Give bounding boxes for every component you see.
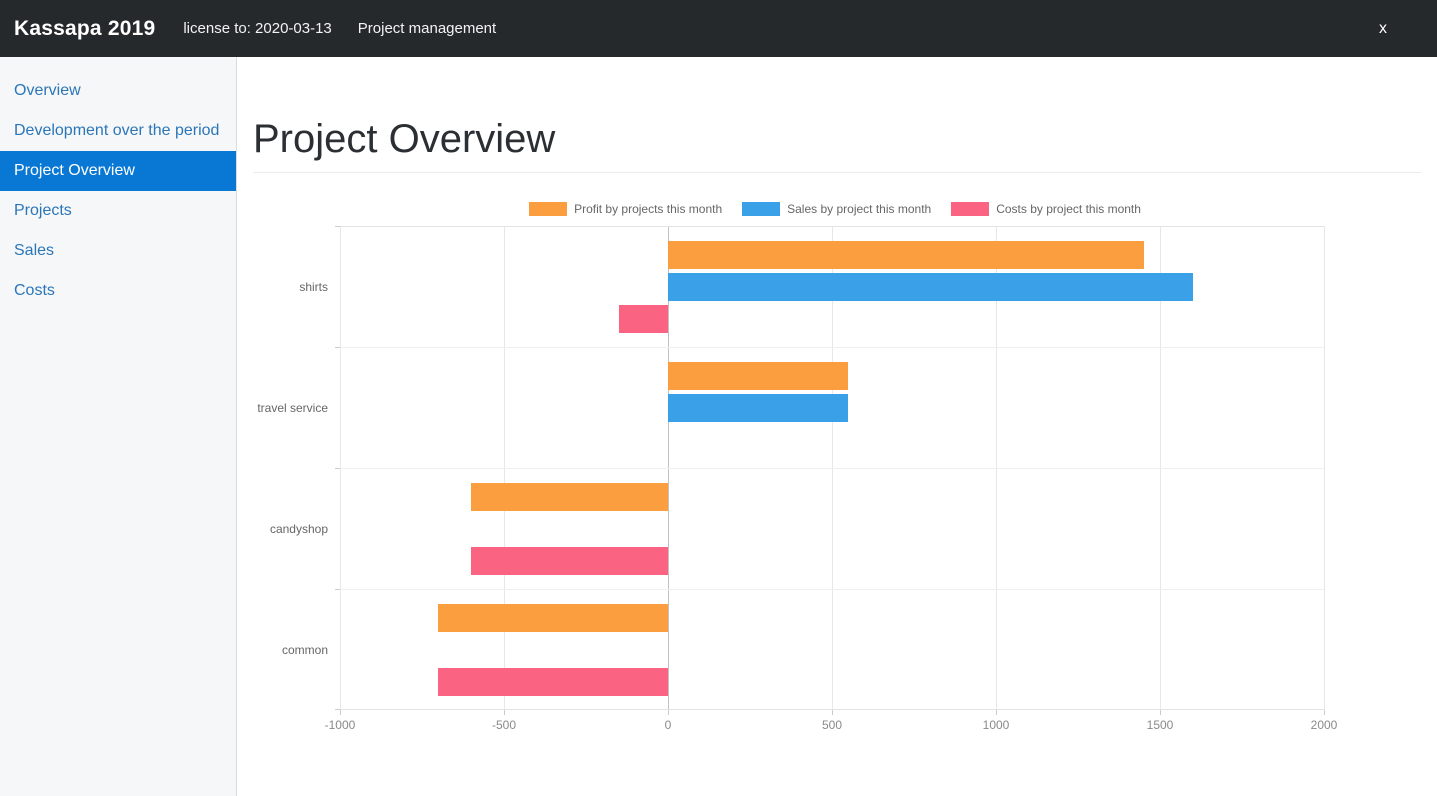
sidebar-item-project-overview[interactable]: Project Overview <box>0 151 236 191</box>
category-label: shirts <box>299 280 328 294</box>
x-axis-tick <box>504 710 505 715</box>
row-separator <box>340 347 1324 348</box>
legend-label: Profit by projects this month <box>574 202 723 216</box>
y-axis-tick <box>335 347 340 348</box>
bar-candyshop-profit[interactable] <box>471 483 668 511</box>
legend-label: Costs by project this month <box>996 202 1141 216</box>
sidebar: Overview Development over the period Pro… <box>0 57 237 796</box>
y-axis-tick <box>335 709 340 710</box>
bar-candyshop-costs[interactable] <box>471 547 668 575</box>
x-axis-tick <box>996 710 997 715</box>
row-separator <box>340 468 1324 469</box>
x-axis-label: 1500 <box>1146 718 1174 732</box>
x-axis-tick <box>832 710 833 715</box>
x-axis-label: 0 <box>664 718 672 732</box>
x-axis-tick <box>668 710 669 715</box>
main-content: Project Overview Profit by projects this… <box>237 57 1437 796</box>
plot-frame-line <box>340 226 1324 227</box>
profit-legend-swatch <box>529 202 568 216</box>
x-axis-tick <box>340 710 341 715</box>
bar-shirts-sales[interactable] <box>668 273 1193 301</box>
x-axis-label: 1000 <box>982 718 1010 732</box>
y-axis-tick <box>335 468 340 469</box>
bar-common-profit[interactable] <box>438 604 668 632</box>
x-axis-tick <box>1160 710 1161 715</box>
sidebar-item-projects[interactable]: Projects <box>14 202 72 219</box>
sidebar-item-sales[interactable]: Sales <box>14 242 55 259</box>
license-text: license to: 2020-03-13 <box>183 20 332 37</box>
legend-entry-profit[interactable]: Profit by projects this month <box>529 202 732 216</box>
costs-legend-swatch <box>951 202 990 216</box>
gridline <box>1324 226 1325 710</box>
sidebar-item-costs[interactable]: Costs <box>14 282 55 299</box>
x-axis-label: -1000 <box>324 718 356 732</box>
legend-entry-costs[interactable]: Costs by project this month <box>951 202 1151 216</box>
x-axis-tick <box>1324 710 1325 715</box>
bar-shirts-profit[interactable] <box>668 241 1144 269</box>
bar-travel-service-profit[interactable] <box>668 362 848 390</box>
context-title: Project management <box>357 20 497 37</box>
x-axis-label: 500 <box>821 718 843 732</box>
bar-shirts-costs[interactable] <box>619 305 668 333</box>
sidebar-item-development-over-the-period[interactable]: Development over the period <box>14 122 220 139</box>
page-title: Project Overview <box>253 117 556 161</box>
chart-legend: Profit by projects this month Sales by p… <box>340 201 1340 217</box>
y-axis-tick <box>335 589 340 590</box>
plot-area: -1000 -500 0 500 1000 1500 2000 shirts travel se… <box>257 226 1337 732</box>
x-axis-label: -500 <box>491 718 517 732</box>
sales-legend-swatch <box>742 202 781 216</box>
title-divider <box>253 172 1421 173</box>
y-axis-tick <box>335 226 340 227</box>
legend-entry-sales[interactable]: Sales by project this month <box>742 202 941 216</box>
sidebar-item-overview[interactable]: Overview <box>14 82 81 99</box>
legend-label: Sales by project this month <box>787 202 932 216</box>
bar-common-costs[interactable] <box>438 668 668 696</box>
close-button[interactable]: x <box>1371 16 1395 42</box>
category-label: candyshop <box>269 522 328 536</box>
plot-frame-line <box>340 709 1324 710</box>
topbar: Kassapa 2019 license to: 2020-03-13 Proj… <box>0 0 1437 57</box>
project-bar-chart: Profit by projects this month Sales by p… <box>257 201 1340 732</box>
bar-travel-service-sales[interactable] <box>668 394 848 422</box>
x-axis-label: 2000 <box>1310 718 1338 732</box>
app-title: Kassapa 2019 <box>14 16 156 40</box>
category-label: common <box>281 643 328 657</box>
row-separator <box>340 589 1324 590</box>
category-label: travel service <box>257 401 328 415</box>
